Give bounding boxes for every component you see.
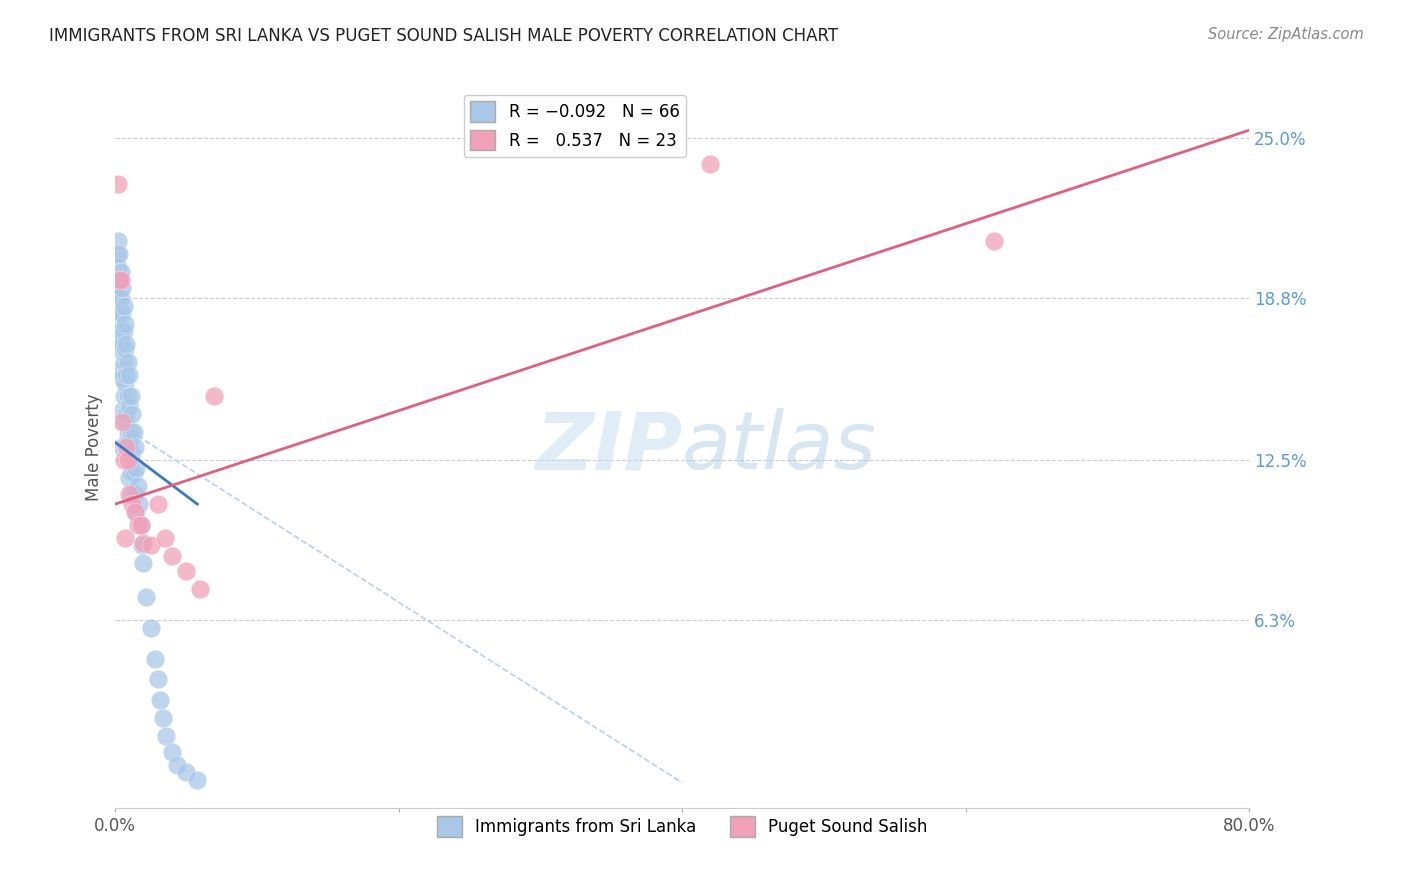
Point: [120, 466, 142, 480]
Text: atlas: atlas: [682, 409, 877, 486]
Point: [107, 291, 129, 305]
Point: [139, 538, 162, 552]
Point: [125, 505, 148, 519]
Point: [128, 497, 150, 511]
Point: [112, 299, 135, 313]
Point: [107, 324, 129, 338]
Point: [114, 376, 136, 390]
Point: [983, 234, 1005, 248]
Point: [127, 479, 149, 493]
Point: [160, 745, 183, 759]
Point: [160, 549, 183, 563]
Point: [115, 337, 138, 351]
Point: [124, 487, 146, 501]
Point: [153, 531, 176, 545]
Point: [112, 389, 135, 403]
Point: [122, 466, 145, 480]
Point: [120, 425, 142, 439]
Point: [111, 441, 134, 455]
Point: [125, 461, 148, 475]
Point: [111, 280, 134, 294]
Point: [122, 425, 145, 439]
Point: [114, 317, 136, 331]
Point: [118, 435, 141, 450]
Point: [111, 337, 134, 351]
Point: [699, 157, 721, 171]
Point: [111, 415, 134, 429]
Point: [110, 291, 132, 305]
Point: [146, 497, 169, 511]
Point: [152, 711, 174, 725]
Text: ZIP: ZIP: [534, 409, 682, 486]
Point: [202, 389, 225, 403]
Point: [127, 517, 149, 532]
Point: [107, 234, 129, 248]
Point: [111, 371, 134, 385]
Point: [108, 306, 131, 320]
Point: [115, 441, 138, 455]
Point: [146, 673, 169, 687]
Point: [115, 407, 138, 421]
Point: [105, 247, 128, 261]
Point: [124, 505, 146, 519]
Text: IMMIGRANTS FROM SRI LANKA VS PUGET SOUND SALISH MALE POVERTY CORRELATION CHART: IMMIGRANTS FROM SRI LANKA VS PUGET SOUND…: [49, 27, 838, 45]
Point: [108, 273, 131, 287]
Point: [143, 652, 166, 666]
Point: [118, 471, 141, 485]
Point: [188, 582, 211, 597]
Point: [110, 273, 132, 287]
Point: [112, 324, 135, 338]
Point: [135, 590, 157, 604]
Point: [107, 260, 129, 274]
Y-axis label: Male Poverty: Male Poverty: [86, 393, 103, 501]
Point: [132, 557, 155, 571]
Point: [107, 178, 129, 192]
Point: [111, 306, 134, 320]
Point: [174, 564, 197, 578]
Text: Source: ZipAtlas.com: Source: ZipAtlas.com: [1208, 27, 1364, 42]
Point: [121, 497, 143, 511]
Point: [117, 355, 139, 369]
Legend: Immigrants from Sri Lanka, Puget Sound Salish: Immigrants from Sri Lanka, Puget Sound S…: [430, 810, 934, 844]
Point: [124, 441, 146, 455]
Point: [110, 265, 132, 279]
Point: [111, 404, 134, 418]
Point: [108, 273, 131, 287]
Point: [115, 368, 138, 383]
Point: [112, 355, 135, 369]
Point: [110, 324, 132, 338]
Point: [139, 621, 162, 635]
Point: [121, 487, 143, 501]
Point: [120, 389, 142, 403]
Point: [108, 247, 131, 261]
Point: [174, 765, 197, 780]
Point: [117, 427, 139, 442]
Point: [112, 453, 135, 467]
Point: [121, 407, 143, 421]
Point: [129, 517, 152, 532]
Point: [118, 399, 141, 413]
Point: [114, 531, 136, 545]
Point: [114, 415, 136, 429]
Point: [117, 453, 139, 467]
Point: [114, 343, 136, 357]
Point: [118, 487, 141, 501]
Point: [132, 536, 155, 550]
Point: [131, 538, 153, 552]
Point: [129, 517, 152, 532]
Point: [105, 273, 128, 287]
Point: [166, 757, 188, 772]
Point: [118, 368, 141, 383]
Point: [110, 363, 132, 377]
Point: [155, 729, 177, 743]
Point: [186, 773, 208, 788]
Point: [149, 693, 172, 707]
Point: [117, 389, 139, 403]
Point: [108, 343, 131, 357]
Point: [121, 445, 143, 459]
